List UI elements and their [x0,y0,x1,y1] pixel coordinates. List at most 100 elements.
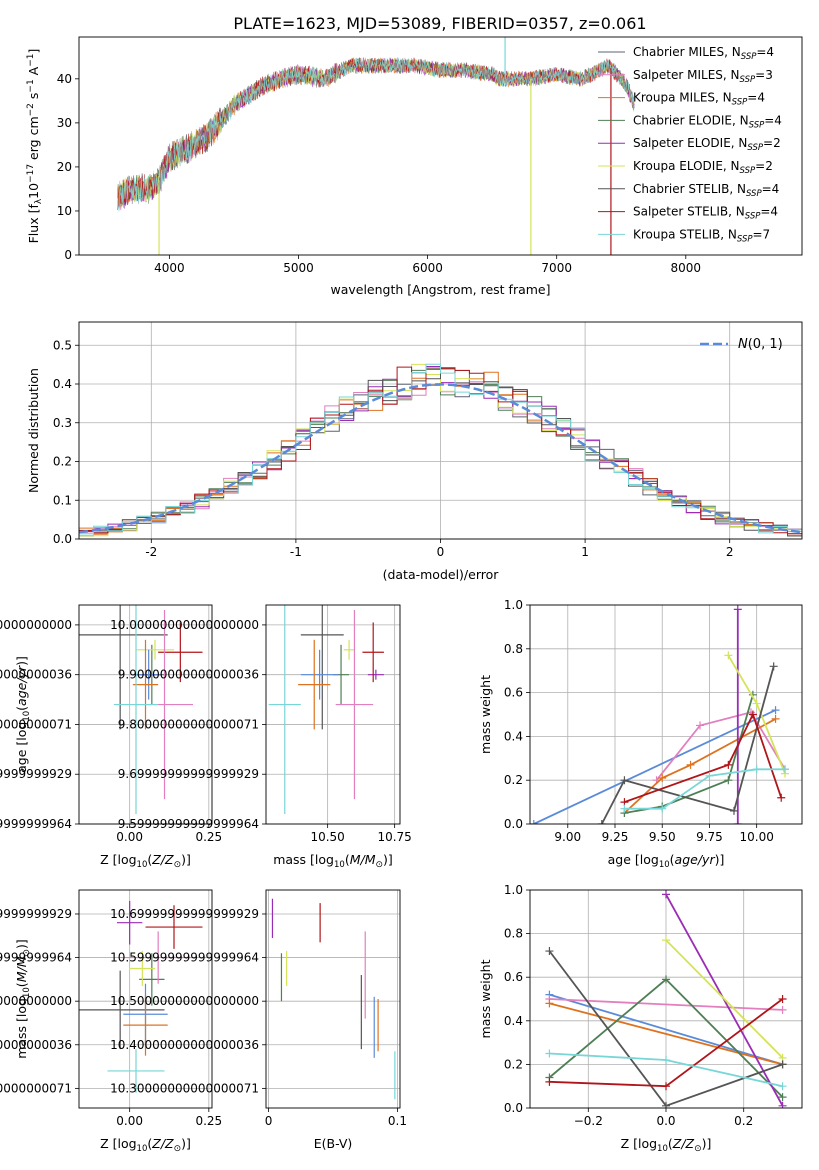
x-axis-label: age [log10(age/yr)] [608,852,725,870]
legend-label-main: Salpeter ELODIE, N [633,136,747,150]
axes-frame [529,604,803,825]
weight-vs-age-panel: 9.00 9.25 9.50 9.75 10.00 0.0 0.2 0.4 0.6 0.8 1.0 a… [478,598,803,870]
x-tick-label: 7000 [541,261,572,275]
errorbar-point [268,605,301,815]
label-part: mass [log [273,852,334,867]
y-tick-label: 10.69999999999999929 [0,907,72,921]
legend-label-main: Chabrier ELODIE, N [633,113,749,127]
normal-reference-curve [79,383,802,534]
label-part: age [log [14,722,29,773]
label-part: )] [181,852,191,867]
x-tick-label: −0.2 [574,1114,603,1128]
label-part: Normed distribution [26,368,41,493]
label-part: )] [715,852,725,867]
errorbar-series [79,605,203,815]
residuals-panel: -2 -1 0 1 2 0.0 0.1 0.2 0.3 0.4 0.5 (data-model)/er… [26,321,803,582]
y-tick-label: 10.00000000000000000 [0,618,72,632]
x-tick-label: 4000 [154,261,185,275]
legend-label: Chabrier MILES, NSSP=4 [633,45,774,62]
legend-label-main: Salpeter STELIB, N [633,205,745,219]
label-part: (data-model)/error [383,567,500,582]
label-part: erg cm [26,116,41,164]
legend-label-main: Salpeter MILES, N [633,68,740,82]
weight-series-group [620,765,789,813]
y-tick-label: 0.6 [504,970,523,984]
x-axis-label: Z [log10(Z/Z⊙)] [621,1136,712,1154]
label-part: ⊙ [174,1144,182,1154]
x-tick-label: 1 [581,545,589,559]
label-part: age [log [608,852,659,867]
x-tick-label: 0.2 [734,1114,753,1128]
legend-label: N(0, 1) [738,337,783,352]
errorbar-point [129,951,155,986]
x-tick-label: -1 [290,545,302,559]
label-part: 10 [137,1144,148,1154]
weight-marker [620,776,629,785]
y-axis-label: Flux [fλ10−17 erg cm−2 s−1 A−1] [26,49,44,244]
axes-frame [265,889,401,1109]
label-part: Flux [f [26,204,41,244]
axes-frame [78,36,803,256]
weight-marker [662,890,670,899]
y-tick-label: 10 [57,204,72,218]
weight-marker [545,947,554,956]
legend-label: Salpeter MILES, NSSP=3 [633,68,773,85]
x-tick-label: 0.00 [116,830,143,844]
weight-marker [724,776,733,785]
weight-series-group [545,1049,787,1091]
label-part: ( [670,852,675,867]
weight-vs-Z-panel: −0.2 0.0 0.2 0.0 0.2 0.4 0.6 0.8 1.0 Z [log10(Z/Z… [478,883,803,1154]
weight-marker [752,765,761,774]
x-axis-label: Z [log10(Z/Z⊙)] [100,1136,191,1154]
legend-label-sub: SSP [741,52,757,62]
errorbar-point [136,649,162,700]
label-part: λ [34,198,44,204]
legend-label: Salpeter STELIB, NSSP=4 [633,205,778,222]
weight-series-group [724,651,789,778]
legend-label-tail: =4 [760,205,778,219]
label-part: mass weight [478,675,493,754]
x-axis-label: wavelength [Angstrom, rest frame] [330,282,550,297]
weight-marker [778,1082,787,1091]
weight-marker [733,820,742,824]
label-part: M/M [14,956,29,982]
legend-label-main: Kroupa ELODIE, N [633,159,740,173]
weight-marker [686,760,695,769]
y-axis-label: mass weight [478,959,493,1038]
label-part: 10 [137,860,148,870]
y-tick-label: 20 [57,160,72,174]
errorbar-point [132,639,159,730]
errorbar-point [335,609,374,800]
y-tick-label: 10.40000000000000036 [0,1038,72,1052]
weight-marker [771,706,780,715]
weight-marker [769,662,778,671]
y-tick-label: 0.0 [53,532,72,546]
weight-marker [662,1082,670,1091]
legend-label-main: N [738,337,748,352]
y-tick-label: 0.0 [504,1101,523,1115]
weight-series-line [623,718,777,814]
weight-marker [545,1049,554,1058]
y-tick-label: 9.69999999999999929 [0,767,72,781]
label-part: ⊙ [375,860,383,870]
label-part: Z/Z [151,852,174,867]
errorbar-series [268,605,384,815]
histogram-series [79,363,802,539]
errorbar-point [139,953,165,1006]
y-axis-label: Normed distribution [26,368,41,493]
label-part: −17 [26,164,36,183]
mass-vs-Z-panel: 0.00 0.25 10.30000000000000071 10.400000000… [0,889,222,1154]
weight-marker [545,999,554,1008]
x-tick-label: 0.25 [195,830,222,844]
x-tick-label: 0.00 [116,1114,143,1128]
x-tick-label: 0.25 [195,1114,222,1128]
y-tick-label: 0.8 [504,927,523,941]
y-tick-label: 10.30000000000000071 [110,1081,259,1095]
label-part: ( [14,706,29,711]
label-part: ( [668,1136,673,1151]
weight-series-line [624,712,783,803]
weight-series-group [733,605,742,824]
spectrum-series-line [117,57,635,212]
label-part: mass weight [478,959,493,1038]
